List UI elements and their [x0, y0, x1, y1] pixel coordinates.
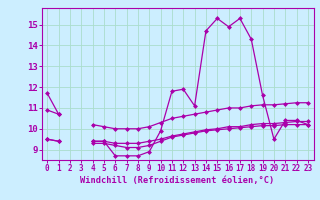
X-axis label: Windchill (Refroidissement éolien,°C): Windchill (Refroidissement éolien,°C) [80, 176, 275, 185]
